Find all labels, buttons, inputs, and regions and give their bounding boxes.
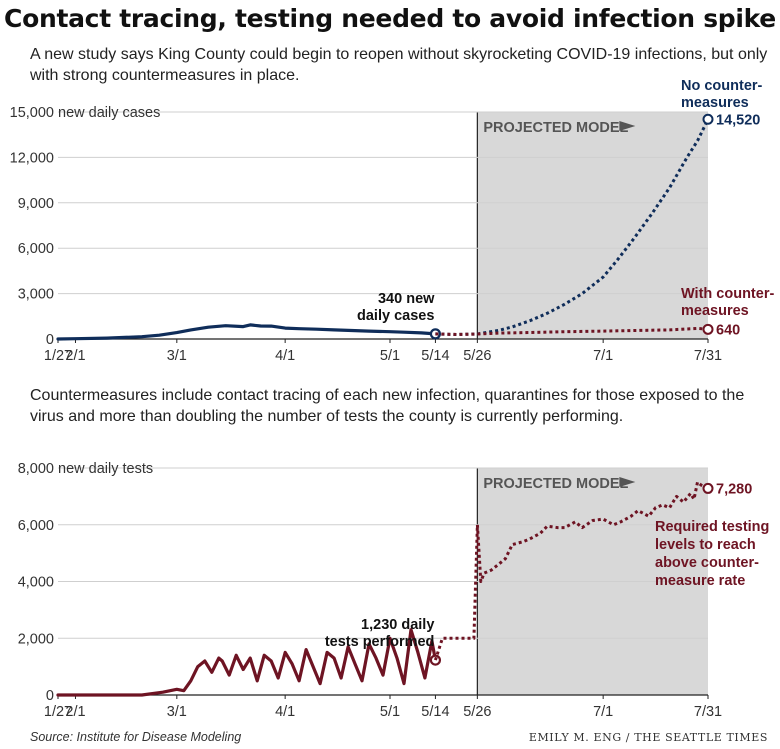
y-tick-label: 6,000 — [18, 241, 54, 257]
y-axis-title: new daily tests — [58, 461, 153, 477]
y-tick-label: 15,000 — [10, 105, 54, 121]
observed-annotation: 1,230 daily — [361, 617, 434, 633]
x-tick-label: 3/1 — [167, 704, 187, 720]
x-tick-label: 2/1 — [65, 348, 85, 364]
required-testing-label: levels to reach — [655, 537, 756, 553]
x-tick-label: 5/1 — [380, 348, 400, 364]
intro-text: A new study says King County could begin… — [30, 46, 768, 84]
projection-end-marker — [702, 113, 714, 125]
with-countermeasures-label: With counter- — [681, 286, 774, 302]
projected-model-label: PROJECTED MODEL — [483, 120, 628, 136]
x-tick-label: 7/31 — [694, 704, 722, 720]
x-tick-label: 7/1 — [593, 704, 613, 720]
end-value-label: 7,280 — [716, 481, 752, 497]
x-tick-label: 1/27 — [44, 348, 72, 364]
projected-region — [477, 112, 708, 339]
observed-annotation: daily cases — [357, 308, 434, 324]
y-tick-label: 2,000 — [18, 631, 54, 647]
x-tick-label: 5/26 — [463, 348, 491, 364]
x-tick-label: 5/1 — [380, 704, 400, 720]
x-tick-label: 5/14 — [421, 704, 449, 720]
x-tick-label: 7/31 — [694, 348, 722, 364]
credit-line: EMILY M. ENG / THE SEATTLE TIMES — [528, 731, 768, 744]
y-tick-label: 4,000 — [18, 575, 54, 591]
source-note: Source: Institute for Disease Modeling — [30, 730, 242, 744]
projected-arrow-icon — [619, 477, 636, 487]
x-tick-label: 7/1 — [593, 348, 613, 364]
x-tick-label: 4/1 — [275, 348, 295, 364]
projected-arrow-icon — [619, 121, 636, 131]
x-tick-label: 3/1 — [167, 348, 187, 364]
x-tick-label: 1/27 — [44, 704, 72, 720]
y-tick-label: 0 — [46, 332, 54, 348]
projection-end-marker — [702, 323, 714, 335]
y-tick-label: 8,000 — [18, 461, 54, 477]
countermeasures-text: Countermeasures include contact tracing … — [30, 387, 745, 425]
y-tick-label: 3,000 — [18, 287, 54, 303]
y-tick-label: 6,000 — [18, 518, 54, 534]
series-line-tests-performed — [56, 628, 437, 697]
y-tick-label: 0 — [46, 688, 54, 704]
y-axis-title: new daily cases — [58, 105, 160, 121]
required-testing-label: measure rate — [655, 573, 745, 589]
with-countermeasures-label: measures — [681, 303, 749, 319]
chart-title: Contact tracing, testing needed to avoid… — [4, 4, 776, 33]
observed-annotation: tests performed — [325, 634, 435, 650]
projection-end-marker — [702, 482, 714, 494]
no-countermeasures-label: measures — [681, 95, 749, 111]
x-tick-label: 5/14 — [421, 348, 449, 364]
series-line-observed — [56, 323, 437, 341]
x-tick-label: 4/1 — [275, 704, 295, 720]
x-tick-label: 5/26 — [463, 704, 491, 720]
y-tick-label: 9,000 — [18, 196, 54, 212]
series-line-required-testing — [433, 480, 709, 661]
required-testing-label: above counter- — [655, 555, 759, 571]
end-value-label: 640 — [716, 322, 740, 338]
end-value-label: 14,520 — [716, 112, 760, 128]
series-line-no-counter-measures — [435, 118, 710, 336]
projected-model-label: PROJECTED MODEL — [483, 476, 628, 492]
x-tick-label: 2/1 — [65, 704, 85, 720]
no-countermeasures-label: No counter- — [681, 78, 763, 94]
observed-annotation: 340 new — [378, 291, 435, 307]
y-tick-label: 12,000 — [10, 150, 54, 166]
required-testing-label: Required testing — [655, 519, 769, 535]
